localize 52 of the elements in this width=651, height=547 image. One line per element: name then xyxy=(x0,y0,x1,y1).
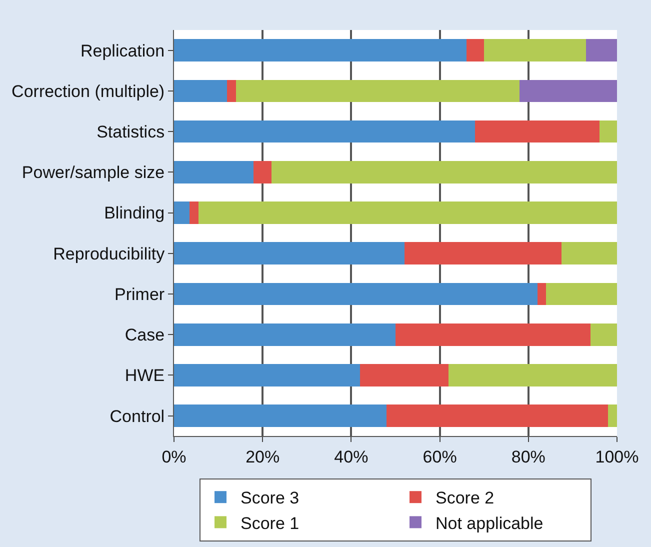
bar xyxy=(174,80,228,102)
y-tick-label: HWE xyxy=(124,366,165,386)
y-tick-label: Correction (multiple) xyxy=(12,82,165,101)
legend-label: Score 2 xyxy=(436,488,494,508)
bar xyxy=(608,404,617,427)
bar xyxy=(174,404,387,427)
bar xyxy=(386,404,608,427)
bar xyxy=(537,282,546,306)
bar xyxy=(254,160,272,184)
bar xyxy=(174,160,254,184)
bar xyxy=(466,39,484,62)
legend-label: Not applicable xyxy=(436,514,544,533)
bar xyxy=(590,323,617,346)
y-tick-label: Case xyxy=(124,326,165,345)
y-tick-label: Blinding xyxy=(104,204,165,223)
y-tick-label: Control xyxy=(110,406,165,426)
legend-label: Score 3 xyxy=(240,488,300,508)
x-tick-label: 40% xyxy=(334,448,368,467)
bar xyxy=(520,80,617,102)
bar xyxy=(236,80,520,102)
y-tick-label: Statistics xyxy=(96,122,165,142)
bar xyxy=(174,202,190,224)
y-tick-label: Primer xyxy=(114,284,165,304)
x-tick-label: 100% xyxy=(595,448,639,467)
legend-label: Score 1 xyxy=(240,514,300,533)
bar xyxy=(174,364,360,386)
y-tick-label: Reproducibility xyxy=(53,244,166,264)
y-tick-label: Power/sample size xyxy=(22,163,165,182)
bar xyxy=(599,120,617,143)
bar xyxy=(174,39,466,62)
bar xyxy=(562,242,617,265)
bar xyxy=(396,323,590,346)
y-tick-label: Replication xyxy=(80,41,165,60)
bar xyxy=(360,364,449,386)
bar xyxy=(475,120,600,143)
bar xyxy=(174,282,538,306)
bar xyxy=(271,160,617,184)
bar xyxy=(404,242,562,265)
bar xyxy=(586,39,617,62)
bar xyxy=(227,80,236,102)
bar xyxy=(174,323,396,346)
bar xyxy=(174,242,404,265)
bar xyxy=(198,202,617,224)
bar xyxy=(190,202,198,224)
x-tick-label: 20% xyxy=(246,448,280,467)
bar xyxy=(448,364,617,386)
x-tick-label: 60% xyxy=(422,448,457,467)
x-tick-label: 0% xyxy=(162,448,186,467)
bar xyxy=(174,120,476,143)
bar xyxy=(484,39,586,62)
x-tick-label: 80% xyxy=(511,448,546,467)
bar xyxy=(546,282,617,306)
